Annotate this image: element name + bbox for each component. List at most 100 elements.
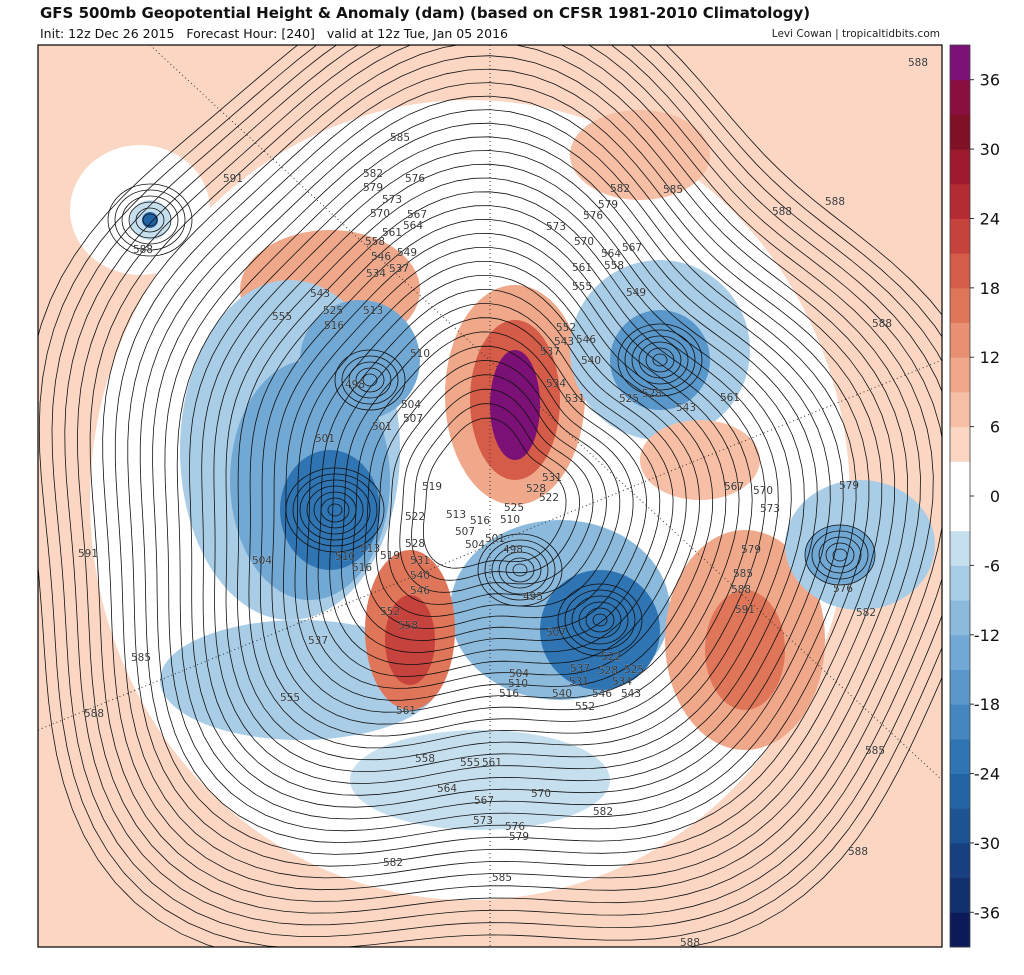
contour [592,613,608,627]
colorbar: 36 30 24 18 12 6 0 -6 -12 -18 -24 -30 -36 [949,44,1000,948]
contour-label: 591 [78,548,98,560]
contour-label: 588 [825,196,845,208]
colorbar-tick-label: 12 [980,348,1000,367]
contour-label: 585 [663,184,683,196]
contour [340,317,661,653]
contour [114,55,909,879]
contour-label: 591 [735,604,755,616]
contour [38,45,942,947]
contour-label: 546 [371,251,391,263]
contour [306,485,364,535]
contour-label: 567 [622,242,642,254]
contour-label: 555 [460,757,480,769]
contour-label: 543 [554,336,574,348]
colorbar-bin [950,634,970,670]
contour-label: 531 [565,393,585,405]
contour-label: 588 [84,708,104,720]
colorbar-bin [950,530,970,566]
contour-label: 525 [619,393,639,405]
colorbar-bin [950,391,970,428]
contour [38,45,942,947]
contour-label: 528 [526,483,546,495]
subtitle: Init: 12z Dec 26 2015 Forecast Hour: [24… [40,26,508,41]
contour [77,45,942,914]
contour [294,261,714,701]
contour [564,589,636,651]
colorbar-bin [950,218,970,254]
contour-label: 543 [310,288,330,300]
contour-label: 588 [848,846,868,858]
contour [825,542,855,568]
contour-label: 516 [499,688,519,700]
contour-label: 528 [642,388,662,400]
contour-label: 507 [403,413,423,425]
contour-label: 501 [372,421,392,433]
contour-label: 588 [772,206,792,218]
contour [107,183,193,257]
contour-label: 522 [601,651,621,663]
contour [617,323,703,397]
contour [121,195,179,245]
contour [292,473,378,547]
contour-label: 573 [546,221,566,233]
contour-label: 513 [446,509,466,521]
colorbar-bin [950,149,970,185]
contour [189,136,831,808]
contour-label: 558 [398,620,418,632]
contour-label: 573 [473,815,493,827]
contour [411,403,580,581]
contour-label: 534 [612,676,632,688]
contour [248,205,766,749]
contour [477,533,563,607]
contour-label: 582 [856,607,876,619]
contour-label: 543 [676,402,696,414]
contour-label: 525 [504,502,524,514]
contour [631,335,689,385]
contour-label: 585 [390,132,410,144]
contour [804,524,876,586]
colorbar-tick-label: 6 [990,418,1000,437]
contour-label: 579 [598,199,618,211]
contour-label: 558 [365,236,385,248]
contour [327,503,343,517]
contour-label: 528 [598,665,618,677]
contour-label: 591 [223,173,243,185]
contour-label: 555 [272,311,292,323]
contour [139,82,883,855]
contour-label: 588 [680,937,700,949]
contour [285,467,385,553]
contour-label: 546 [576,334,596,346]
contour-label: 540 [581,355,601,367]
contour-label: 570 [753,485,773,497]
contour-label: 564 [403,220,423,232]
contour-label: 504 [465,539,485,551]
contour [645,347,675,373]
contour-label: 501 [315,433,335,445]
contour [341,355,399,405]
contour [317,289,687,677]
contour-label: 549 [626,287,646,299]
contour-label: 504 [509,668,529,680]
colorbar-tick-label: 30 [980,140,1000,159]
contour-label: 537 [570,663,590,675]
contour-label: 576 [583,210,603,222]
contour-label: 579 [741,544,761,556]
contour-label: 537 [389,263,409,275]
contour [585,607,615,633]
contour-label: 588 [133,244,153,256]
colorbar-bin [950,45,970,81]
colorbar-bin [950,600,970,636]
colorbar-bin [950,357,970,393]
anomaly-field [38,45,942,947]
contour [299,479,371,541]
colorbar-bin [950,877,970,913]
contour [225,177,792,773]
contour-label: 579 [363,182,383,194]
colorbar-bin [950,287,970,324]
contour-label: 561 [482,757,502,769]
contour-label: 576 [505,821,525,833]
contour [201,150,818,796]
colorbar-bin [950,565,970,601]
contour [491,545,549,595]
